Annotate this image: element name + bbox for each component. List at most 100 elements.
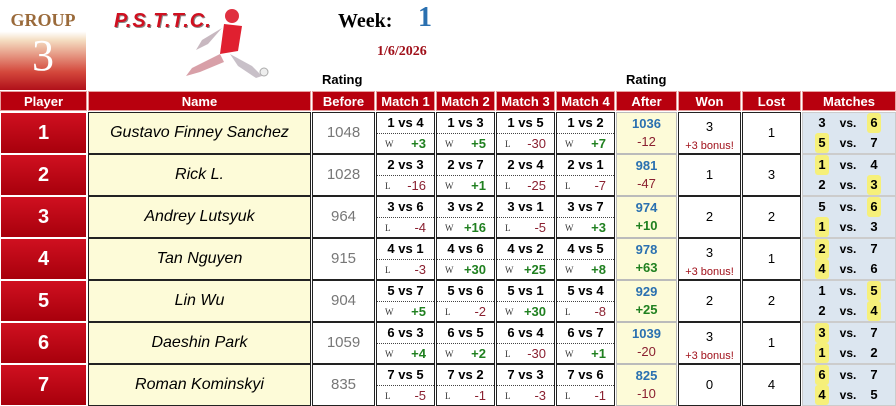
win-loss: L: [565, 307, 571, 317]
won-count: 3: [705, 329, 714, 344]
match-result: L -2: [437, 302, 494, 322]
won-count: 2: [705, 293, 714, 308]
pair-player-b: 7: [870, 325, 878, 340]
match-cell: 3 vs 1 L -5: [496, 196, 555, 238]
match-cell: 4 vs 1 L -3: [376, 238, 435, 280]
match-pairing: 1 vs 4: [377, 113, 434, 134]
rating-delta: -4: [414, 220, 426, 235]
won-cell: 1: [678, 154, 741, 196]
match-result: W +1: [437, 176, 494, 196]
win-loss: L: [505, 223, 511, 233]
won-count: 1: [705, 167, 714, 182]
vs-label: vs.: [839, 158, 857, 172]
match-pair: 2 vs. 3: [803, 175, 895, 195]
match-result: L -5: [377, 386, 434, 406]
rating-before: 1048: [312, 112, 375, 154]
match-result: W +30: [497, 302, 554, 322]
rating-before: 915: [312, 238, 375, 280]
won-cell: 2: [678, 196, 741, 238]
win-loss: W: [445, 349, 454, 359]
pair-player-a: 1: [818, 283, 826, 298]
matches-cell: 1 vs. 5 2 vs. 4: [802, 280, 896, 322]
win-loss: W: [505, 265, 514, 275]
win-loss: W: [565, 223, 574, 233]
match-pairing: 6 vs 5: [437, 323, 494, 344]
match-pairing: 4 vs 5: [557, 239, 614, 260]
week-label: Week:: [338, 10, 393, 32]
match-result: W +5: [377, 302, 434, 322]
match-cell: 6 vs 5 W +2: [436, 322, 495, 364]
pair-player-a: 6: [815, 365, 829, 385]
match-cell: 6 vs 3 W +4: [376, 322, 435, 364]
win-loss: L: [385, 265, 391, 275]
match-cell: 5 vs 6 L -2: [436, 280, 495, 322]
win-loss: W: [445, 139, 454, 149]
rating-delta: -25: [527, 178, 546, 193]
club-logo: P.S.T.T.C.: [112, 6, 282, 86]
bonus-note: +3 bonus!: [685, 140, 734, 152]
header-match-4: Match 4: [556, 91, 615, 111]
match-pairing: 1 vs 3: [437, 113, 494, 134]
player-name: Rick L.: [88, 154, 311, 196]
rating-delta: -8: [594, 304, 606, 319]
match-pairing: 4 vs 2: [497, 239, 554, 260]
match-pairing: 3 vs 6: [377, 197, 434, 218]
vs-label: vs.: [839, 136, 857, 150]
match-cell: 2 vs 4 L -25: [496, 154, 555, 196]
matches-cell: 6 vs. 7 4 vs. 5: [802, 364, 896, 406]
match-result: W +30: [437, 260, 494, 280]
match-pair: 6 vs. 7: [803, 365, 895, 385]
won-cell: 3 +3 bonus!: [678, 322, 741, 364]
player-name: Gustavo Finney Sanchez: [88, 112, 311, 154]
pair-player-a: 1: [815, 217, 829, 237]
match-pairing: 1 vs 5: [497, 113, 554, 134]
rating-delta: -5: [414, 388, 426, 403]
match-result: W +2: [437, 344, 494, 364]
player-name: Lin Wu: [88, 280, 311, 322]
win-loss: L: [505, 349, 511, 359]
match-result: L -1: [437, 386, 494, 406]
match-result: L -4: [377, 218, 434, 238]
win-loss: L: [385, 181, 391, 191]
pair-player-b: 6: [867, 113, 881, 133]
rating-change: -47: [637, 176, 656, 191]
header-player: Player: [0, 91, 87, 111]
group-number: 3: [32, 31, 54, 80]
win-loss: L: [445, 307, 451, 317]
pair-player-a: 3: [818, 115, 826, 130]
pair-player-b: 7: [870, 367, 878, 382]
pair-player-b: 7: [870, 135, 878, 150]
rating-delta: -30: [527, 136, 546, 151]
lost-count: 1: [742, 238, 801, 280]
match-pair: 1 vs. 3: [803, 217, 895, 237]
match-cell: 5 vs 1 W +30: [496, 280, 555, 322]
won-cell: 3 +3 bonus!: [678, 112, 741, 154]
player-number: 1: [0, 112, 87, 154]
rating-delta: -30: [527, 346, 546, 361]
lost-count: 1: [742, 322, 801, 364]
rating-change: +25: [635, 302, 658, 317]
match-result: L -3: [497, 386, 554, 406]
match-result: L -30: [497, 134, 554, 154]
match-result: L -1: [557, 386, 614, 406]
rating-before: 964: [312, 196, 375, 238]
rating-change: +63: [635, 260, 658, 275]
match-result: W +4: [377, 344, 434, 364]
won-count: 2: [705, 209, 714, 224]
rating-after: 1036: [632, 116, 661, 131]
match-pair: 2 vs. 7: [803, 239, 895, 259]
rating-delta: +4: [411, 346, 426, 361]
vs-label: vs.: [839, 178, 857, 192]
win-loss: W: [445, 223, 454, 233]
match-pairing: 7 vs 3: [497, 365, 554, 386]
vs-label: vs.: [839, 200, 857, 214]
player-number: 2: [0, 154, 87, 196]
match-pairing: 5 vs 7: [377, 281, 434, 302]
rating-delta: -2: [474, 304, 486, 319]
rating-delta: -3: [534, 388, 546, 403]
match-pairing: 2 vs 3: [377, 155, 434, 176]
vs-label: vs.: [839, 220, 857, 234]
rating-delta: +30: [523, 304, 546, 319]
rating-delta: +5: [411, 304, 426, 319]
header-after: After: [616, 91, 677, 111]
